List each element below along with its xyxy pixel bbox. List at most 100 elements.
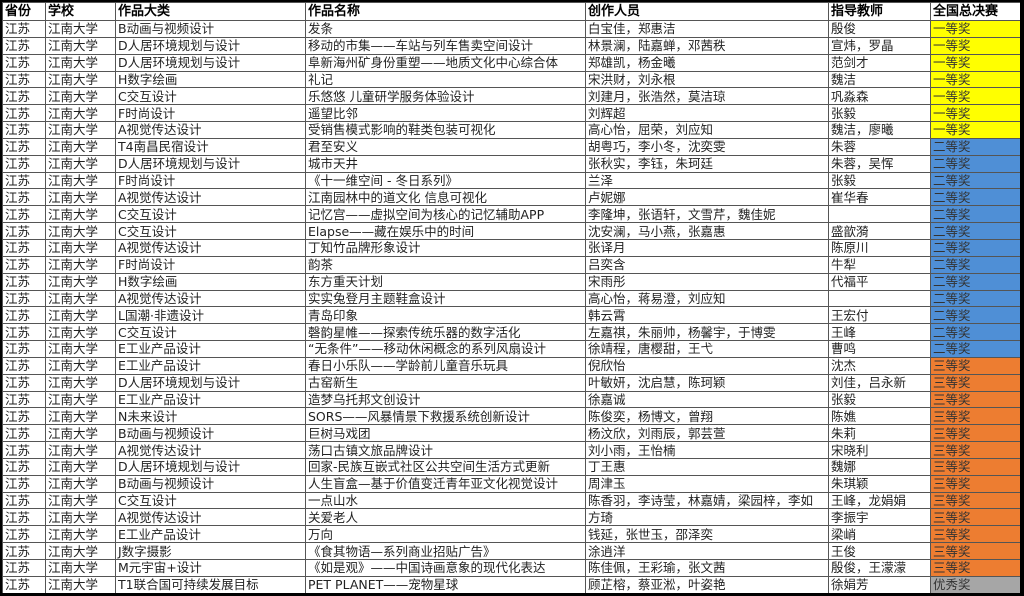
cell-work-name[interactable]: 春日小乐队——学龄前儿童音乐玩具 — [306, 357, 586, 374]
cell-work-name[interactable]: 城市天井 — [306, 155, 586, 172]
cell-school[interactable]: 江南大学 — [46, 341, 116, 358]
cell-creators[interactable]: 方琦 — [586, 509, 829, 526]
cell-province[interactable]: 江苏 — [3, 341, 46, 358]
cell-category[interactable]: T4南昌民宿设计 — [116, 138, 306, 155]
cell-province[interactable]: 江苏 — [3, 138, 46, 155]
cell-creators[interactable]: 杨汶欣，刘雨辰，郭芸萱 — [586, 425, 829, 442]
cell-school[interactable]: 江南大学 — [46, 206, 116, 223]
cell-award[interactable]: 二等奖 — [931, 155, 1021, 172]
cell-category[interactable]: D人居环境规划与设计 — [116, 155, 306, 172]
cell-work-name[interactable]: 江南园林中的道文化 信息可视化 — [306, 189, 586, 206]
cell-advisors[interactable]: 巩淼森 — [829, 88, 931, 105]
header-advisors[interactable]: 指导教师 — [829, 3, 931, 21]
header-category[interactable]: 作品大类 — [116, 3, 306, 21]
cell-advisors[interactable]: 王峰 — [829, 324, 931, 341]
cell-province[interactable]: 江苏 — [3, 492, 46, 509]
cell-province[interactable]: 江苏 — [3, 475, 46, 492]
header-final-award[interactable]: 全国总决赛 — [931, 3, 1021, 21]
cell-creators[interactable]: 徐嘉诚 — [586, 391, 829, 408]
cell-province[interactable]: 江苏 — [3, 290, 46, 307]
cell-advisors[interactable]: 殷俊，王濛濛 — [829, 560, 931, 577]
cell-school[interactable]: 江南大学 — [46, 88, 116, 105]
cell-work-name[interactable]: Elapse——藏在娱乐中的时间 — [306, 223, 586, 240]
cell-award[interactable]: 二等奖 — [931, 138, 1021, 155]
cell-category[interactable]: H数字绘画 — [116, 71, 306, 88]
cell-work-name[interactable]: 古窑新生 — [306, 374, 586, 391]
cell-work-name[interactable]: 人生盲盒—基于价值变迁青年亚文化视觉设计 — [306, 475, 586, 492]
cell-creators[interactable]: 陈佳佩，王彩瑜，张文茜 — [586, 560, 829, 577]
cell-category[interactable]: A视觉传达设计 — [116, 442, 306, 459]
cell-school[interactable]: 江南大学 — [46, 543, 116, 560]
cell-province[interactable]: 江苏 — [3, 273, 46, 290]
cell-work-name[interactable]: 乐悠悠 儿童研学服务体验设计 — [306, 88, 586, 105]
cell-award[interactable]: 二等奖 — [931, 172, 1021, 189]
cell-school[interactable]: 江南大学 — [46, 290, 116, 307]
cell-school[interactable]: 江南大学 — [46, 54, 116, 71]
cell-province[interactable]: 江苏 — [3, 543, 46, 560]
cell-advisors[interactable]: 朱莉 — [829, 425, 931, 442]
cell-work-name[interactable]: “无条件”——移动休闲概念的系列风扇设计 — [306, 341, 586, 358]
cell-award[interactable]: 三等奖 — [931, 492, 1021, 509]
cell-creators[interactable]: 刘小雨，王怡楠 — [586, 442, 829, 459]
cell-category[interactable]: D人居环境规划与设计 — [116, 458, 306, 475]
cell-category[interactable]: F时尚设计 — [116, 172, 306, 189]
cell-province[interactable]: 江苏 — [3, 256, 46, 273]
cell-advisors[interactable]: 朱琪颖 — [829, 475, 931, 492]
cell-advisors[interactable]: 王宏付 — [829, 307, 931, 324]
cell-creators[interactable]: 韩云霄 — [586, 307, 829, 324]
cell-school[interactable]: 江南大学 — [46, 189, 116, 206]
cell-category[interactable]: C交互设计 — [116, 206, 306, 223]
cell-school[interactable]: 江南大学 — [46, 425, 116, 442]
cell-province[interactable]: 江苏 — [3, 122, 46, 139]
cell-award[interactable]: 一等奖 — [931, 122, 1021, 139]
cell-work-name[interactable]: 《如是观》——中国诗画意象的现代化表达 — [306, 560, 586, 577]
cell-creators[interactable]: 宋雨彤 — [586, 273, 829, 290]
cell-creators[interactable]: 吕奕含 — [586, 256, 829, 273]
cell-category[interactable]: F时尚设计 — [116, 256, 306, 273]
cell-creators[interactable]: 刘辉超 — [586, 105, 829, 122]
cell-school[interactable]: 江南大学 — [46, 71, 116, 88]
cell-school[interactable]: 江南大学 — [46, 122, 116, 139]
cell-creators[interactable]: 宋洪财，刘永根 — [586, 71, 829, 88]
cell-work-name[interactable]: 青岛印象 — [306, 307, 586, 324]
cell-award[interactable]: 一等奖 — [931, 54, 1021, 71]
cell-category[interactable]: E工业产品设计 — [116, 357, 306, 374]
cell-work-name[interactable]: 回家-民族互嵌式社区公共空间生活方式更新 — [306, 458, 586, 475]
cell-award[interactable]: 三等奖 — [931, 425, 1021, 442]
cell-work-name[interactable]: SORS——风暴情景下救援系统创新设计 — [306, 408, 586, 425]
cell-province[interactable]: 江苏 — [3, 307, 46, 324]
cell-work-name[interactable]: 受销售模式影响的鞋类包装可视化 — [306, 122, 586, 139]
cell-creators[interactable]: 高心怡，蒋易澄，刘应知 — [586, 290, 829, 307]
cell-work-name[interactable]: 移动的市集——车站与列车售卖空间设计 — [306, 37, 586, 54]
cell-school[interactable]: 江南大学 — [46, 324, 116, 341]
cell-work-name[interactable]: 韵茶 — [306, 256, 586, 273]
cell-creators[interactable]: 叶敏妍，沈启慧，陈珂颖 — [586, 374, 829, 391]
cell-category[interactable]: B动画与视频设计 — [116, 21, 306, 38]
cell-province[interactable]: 江苏 — [3, 239, 46, 256]
cell-school[interactable]: 江南大学 — [46, 526, 116, 543]
cell-category[interactable]: D人居环境规划与设计 — [116, 54, 306, 71]
cell-work-name[interactable]: 君至安义 — [306, 138, 586, 155]
cell-award[interactable]: 一等奖 — [931, 88, 1021, 105]
cell-award[interactable]: 三等奖 — [931, 560, 1021, 577]
cell-advisors[interactable]: 张毅 — [829, 172, 931, 189]
header-school[interactable]: 学校 — [46, 3, 116, 21]
cell-advisors[interactable]: 王俊 — [829, 543, 931, 560]
cell-creators[interactable]: 郑雄凯，杨金曦 — [586, 54, 829, 71]
cell-advisors[interactable]: 张毅 — [829, 105, 931, 122]
cell-category[interactable]: C交互设计 — [116, 324, 306, 341]
cell-work-name[interactable]: 《食其物语—系列商业招贴广告》 — [306, 543, 586, 560]
cell-school[interactable]: 江南大学 — [46, 357, 116, 374]
cell-work-name[interactable]: 巨树马戏团 — [306, 425, 586, 442]
cell-category[interactable]: H数字绘画 — [116, 273, 306, 290]
cell-advisors[interactable]: 沈杰 — [829, 357, 931, 374]
cell-creators[interactable]: 沈安澜，马小燕，张嘉惠 — [586, 223, 829, 240]
cell-category[interactable]: A视觉传达设计 — [116, 509, 306, 526]
cell-school[interactable]: 江南大学 — [46, 458, 116, 475]
cell-school[interactable]: 江南大学 — [46, 155, 116, 172]
cell-category[interactable]: C交互设计 — [116, 88, 306, 105]
cell-school[interactable]: 江南大学 — [46, 475, 116, 492]
cell-award[interactable]: 一等奖 — [931, 21, 1021, 38]
cell-award[interactable]: 三等奖 — [931, 475, 1021, 492]
cell-category[interactable]: E工业产品设计 — [116, 341, 306, 358]
